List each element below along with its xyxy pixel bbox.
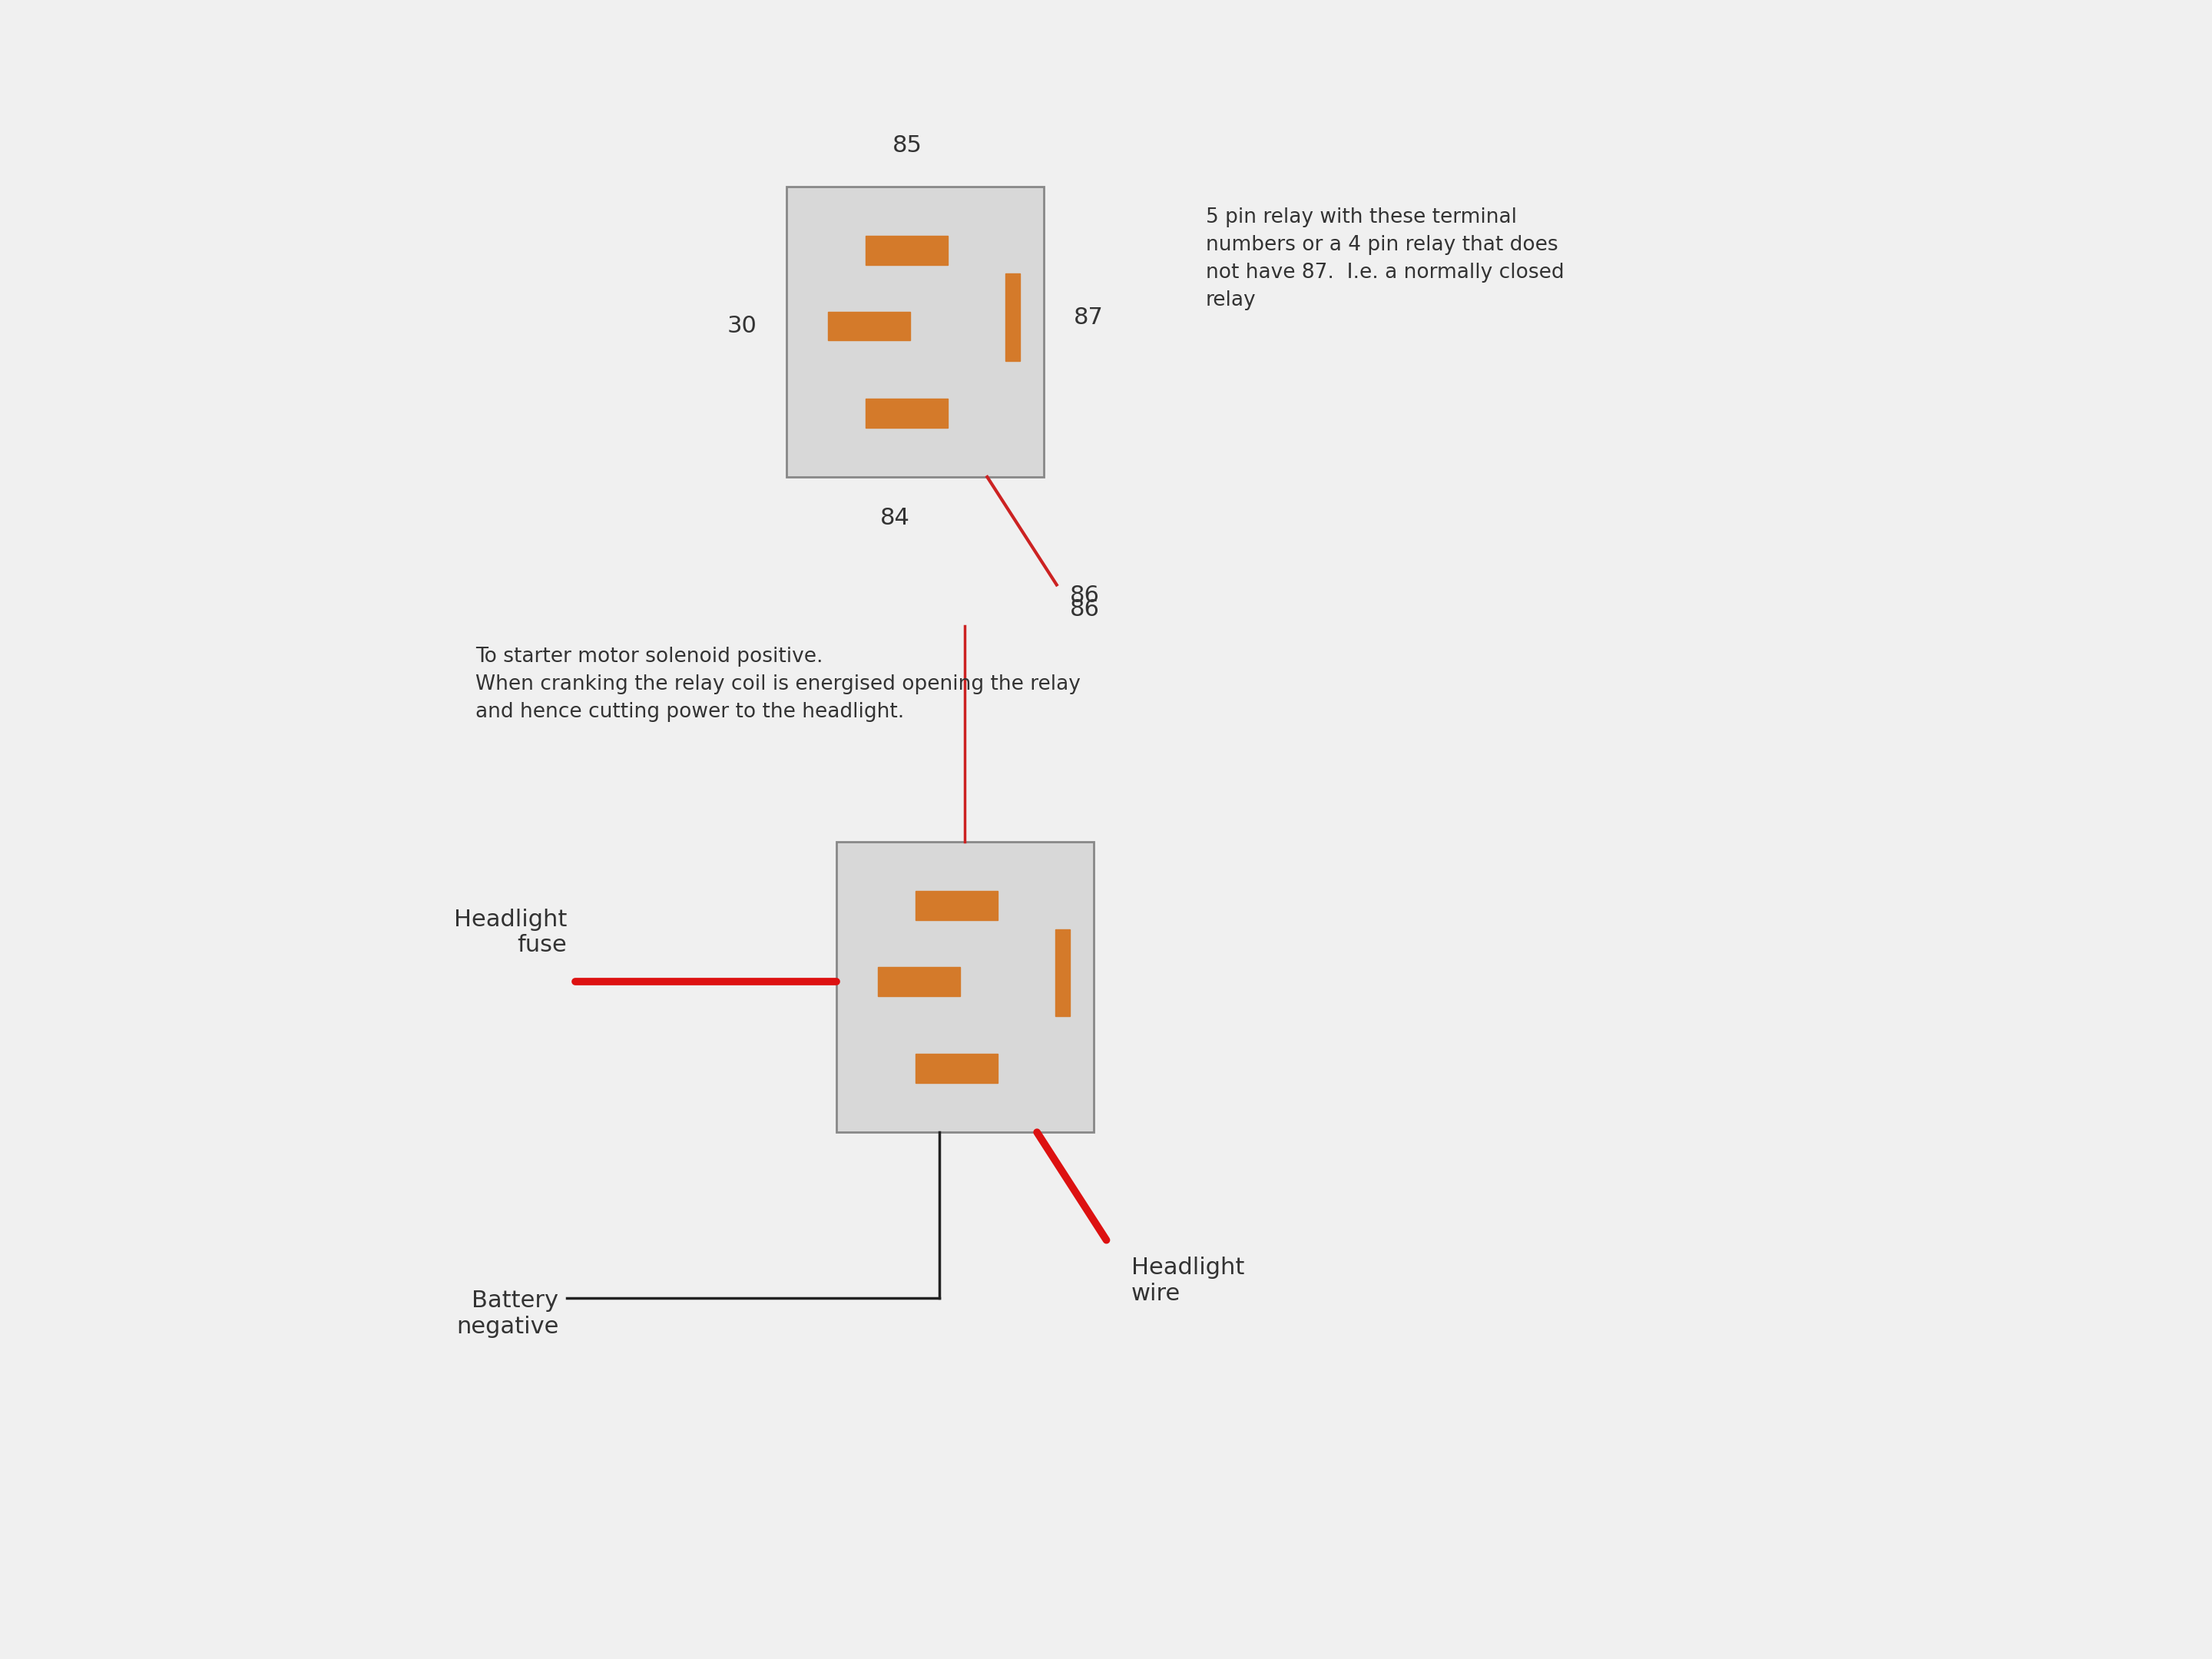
Text: 5 pin relay with these terminal
numbers or a 4 pin relay that does
not have 87. : 5 pin relay with these terminal numbers … — [1206, 207, 1564, 310]
FancyBboxPatch shape — [787, 186, 1044, 478]
Text: Headlight
fuse: Headlight fuse — [453, 909, 566, 956]
Bar — [878, 967, 960, 995]
Text: To starter motor solenoid positive.
When cranking the relay coil is energised op: To starter motor solenoid positive. When… — [476, 647, 1082, 722]
Text: 86: 86 — [1071, 586, 1099, 607]
Text: 84: 84 — [880, 506, 909, 529]
Bar — [1055, 929, 1071, 1015]
Bar — [865, 236, 949, 265]
Text: 86: 86 — [1071, 599, 1099, 620]
Text: Headlight
wire: Headlight wire — [1130, 1258, 1245, 1304]
Text: Battery
negative: Battery negative — [456, 1291, 557, 1337]
Text: 87: 87 — [1073, 307, 1104, 328]
Bar — [827, 312, 909, 340]
Text: 30: 30 — [728, 315, 757, 337]
Bar — [1006, 274, 1020, 360]
Bar — [916, 891, 998, 921]
Text: 85: 85 — [891, 134, 922, 156]
Bar — [916, 1053, 998, 1083]
Bar — [865, 398, 949, 428]
FancyBboxPatch shape — [836, 843, 1093, 1131]
